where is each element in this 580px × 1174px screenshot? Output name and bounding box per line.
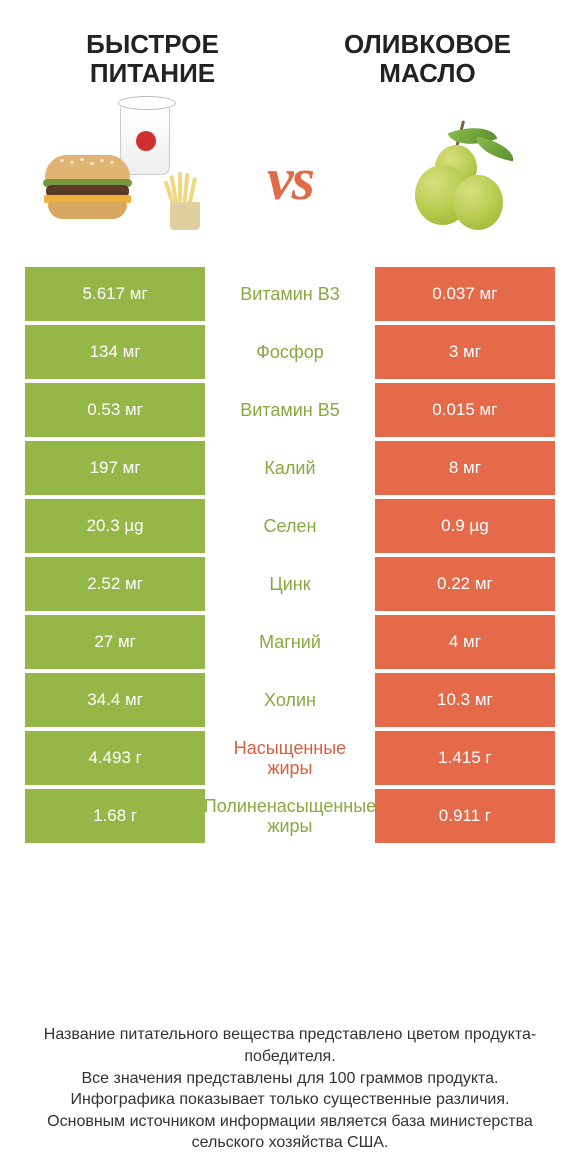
fast-food-icon — [40, 115, 210, 245]
comparison-table: 5.617 мгВитамин B30.037 мг134 мгФосфор3 … — [0, 267, 580, 994]
table-row: 34.4 мгХолин10.3 мг — [25, 673, 555, 731]
nutrient-label: Калий — [205, 441, 375, 495]
table-row: 20.3 µgСелен0.9 µg — [25, 499, 555, 557]
right-value: 1.415 г — [375, 731, 555, 785]
right-value: 0.22 мг — [375, 557, 555, 611]
right-value: 0.911 г — [375, 789, 555, 843]
right-value: 10.3 мг — [375, 673, 555, 727]
left-value: 1.68 г — [25, 789, 205, 843]
left-product-title: Быстрое питание — [40, 30, 265, 87]
nutrient-label: Холин — [205, 673, 375, 727]
comparison-infographic: Быстрое питание Оливковое масло vs 5.617… — [0, 0, 580, 1174]
nutrient-label: Цинк — [205, 557, 375, 611]
nutrient-label: Насыщенные жиры — [205, 731, 375, 785]
left-value: 134 мг — [25, 325, 205, 379]
nutrient-label: Магний — [205, 615, 375, 669]
right-value: 8 мг — [375, 441, 555, 495]
nutrient-label: Витамин B3 — [205, 267, 375, 321]
right-product-title: Оливковое масло — [315, 30, 540, 87]
table-row: 1.68 гПолиненасыщенные жиры0.911 г — [25, 789, 555, 847]
left-value: 4.493 г — [25, 731, 205, 785]
left-value: 197 мг — [25, 441, 205, 495]
left-value: 34.4 мг — [25, 673, 205, 727]
left-value: 2.52 мг — [25, 557, 205, 611]
footer-notes: Название питательного вещества представл… — [0, 994, 580, 1174]
table-row: 5.617 мгВитамин B30.037 мг — [25, 267, 555, 325]
left-value: 5.617 мг — [25, 267, 205, 321]
nutrient-label: Витамин B5 — [205, 383, 375, 437]
right-value: 3 мг — [375, 325, 555, 379]
nutrient-label: Фосфор — [205, 325, 375, 379]
table-row: 0.53 мгВитамин B50.015 мг — [25, 383, 555, 441]
footer-line: Все значения представлены для 100 граммо… — [30, 1068, 550, 1090]
right-value: 0.037 мг — [375, 267, 555, 321]
left-value: 20.3 µg — [25, 499, 205, 553]
header: Быстрое питание Оливковое масло — [0, 0, 580, 97]
nutrient-label: Селен — [205, 499, 375, 553]
table-row: 197 мгКалий8 мг — [25, 441, 555, 499]
images-row: vs — [0, 97, 580, 267]
nutrient-label: Полиненасыщенные жиры — [205, 789, 375, 843]
vs-label: vs — [267, 145, 313, 214]
right-value: 0.015 мг — [375, 383, 555, 437]
right-value: 4 мг — [375, 615, 555, 669]
table-row: 27 мгМагний4 мг — [25, 615, 555, 673]
left-value: 0.53 мг — [25, 383, 205, 437]
footer-line: Название питательного вещества представл… — [30, 1024, 550, 1067]
table-row: 134 мгФосфор3 мг — [25, 325, 555, 383]
table-row: 4.493 гНасыщенные жиры1.415 г — [25, 731, 555, 789]
left-value: 27 мг — [25, 615, 205, 669]
olive-oil-icon — [370, 115, 540, 245]
right-value: 0.9 µg — [375, 499, 555, 553]
footer-line: Основным источником информации является … — [30, 1111, 550, 1154]
table-row: 2.52 мгЦинк0.22 мг — [25, 557, 555, 615]
footer-line: Инфографика показывает только существенн… — [30, 1089, 550, 1111]
